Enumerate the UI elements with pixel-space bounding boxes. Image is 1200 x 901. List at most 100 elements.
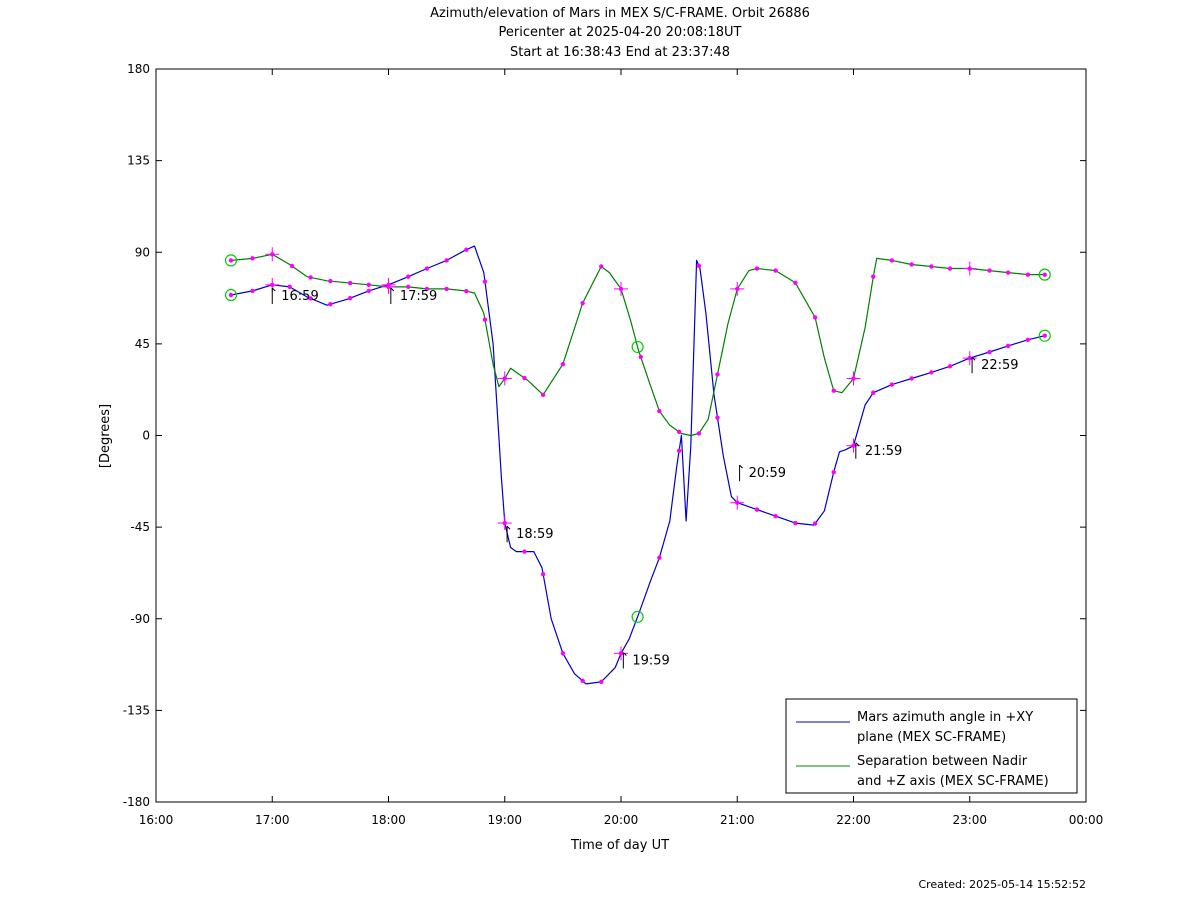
y-tick-label: 90	[135, 245, 150, 259]
separation-hour-cross	[381, 279, 396, 294]
annotation-layer: 16:59 17:59 18:59 19:59 20:59 21:59 22:59	[271, 287, 1019, 669]
separation-dot-marker	[947, 266, 953, 271]
azimuth-dot-marker	[464, 247, 469, 252]
azimuth-dot-marker	[580, 678, 585, 684]
separation-dot-marker	[1005, 270, 1011, 275]
separation-dot-marker	[715, 372, 720, 377]
azimuth-event-circle	[224, 288, 238, 302]
azimuth-dot-marker	[1005, 343, 1011, 349]
x-tick-label: 00:00	[1069, 813, 1104, 827]
time-annotation-label: 22:59	[981, 358, 1018, 373]
x-tick-label: 21:00	[720, 813, 755, 827]
separation-dot-marker	[599, 264, 604, 269]
azimuth-dot-marker	[366, 288, 371, 294]
y-tick-label: 180	[127, 62, 150, 76]
separation-hour-cross	[614, 281, 628, 296]
x-tick-label: 20:00	[604, 813, 639, 827]
separation-dot-marker	[889, 258, 895, 263]
separation-dot-marker	[812, 315, 818, 320]
azimuth-dot-marker	[676, 448, 682, 453]
azimuth-dot-marker	[909, 376, 914, 381]
separation-dot-marker	[638, 354, 643, 360]
azimuth-dot-marker	[929, 370, 934, 375]
time-annotation: 20:59	[739, 464, 786, 482]
legend-azimuth-line1: Mars azimuth angle in +XY	[857, 710, 1033, 725]
legend-separation-line2: and +Z axis (MEX SC-FRAME)	[857, 774, 1049, 789]
azimuth-hour-cross	[730, 495, 745, 510]
azimuth-dot-marker	[599, 679, 604, 685]
x-tick-label: 16:00	[139, 813, 174, 827]
x-tick-label: 19:00	[487, 813, 522, 827]
y-tick-label: 135	[127, 154, 150, 168]
separation-dot-marker	[987, 268, 992, 273]
legend-separation-line1: Separation between Nadir	[857, 754, 1028, 769]
created-timestamp: Created: 2025-05-14 15:52:52	[918, 878, 1086, 891]
time-annotation-label: 18:59	[516, 527, 553, 542]
azimuth-hour-cross	[962, 351, 977, 366]
azimuth-dot-marker	[812, 521, 818, 526]
separation-dot-marker	[580, 300, 585, 306]
time-annotation-label: 20:59	[749, 466, 786, 481]
separation-dot-marker	[696, 431, 702, 436]
series-line-azimuth	[230, 245, 1045, 685]
separation-hour-cross	[497, 371, 512, 386]
separation-dot-marker	[482, 317, 488, 322]
x-tick-label: 23:00	[952, 813, 987, 827]
azimuth-dot-marker	[987, 349, 992, 355]
separation-dot-marker	[909, 262, 914, 267]
azimuth-dot-marker	[444, 258, 449, 263]
separation-hour-cross	[962, 261, 977, 276]
chart-subtitle-start-end: Start at 16:38:43 End at 23:37:48	[510, 45, 730, 60]
azimuth-dot-marker	[754, 507, 760, 512]
separation-dot-marker	[522, 375, 527, 381]
y-tick-label: -90	[130, 612, 150, 626]
chart-title: Azimuth/elevation of Mars in MEX S/C-FRA…	[430, 6, 810, 21]
time-annotation: 21:59	[855, 442, 902, 459]
azimuth-dot-marker	[889, 382, 895, 387]
azimuth-event-circle	[631, 610, 644, 623]
x-axis-label: Time of day UT	[570, 838, 669, 853]
separation-dot-marker	[464, 288, 469, 294]
axis-ticks: 16:00 17:00 18:00 19:00 20:00 21:00 22:00 23:00…	[123, 62, 1104, 827]
azimuth-dot-marker	[287, 284, 292, 290]
separation-hour-cross	[846, 371, 861, 386]
azimuth-dot-marker	[773, 513, 778, 519]
azimuth-dot-marker	[947, 364, 953, 369]
azimuth-dot-marker	[347, 295, 353, 301]
separation-dot-marker	[929, 264, 934, 269]
azimuth-dot-marker	[831, 469, 836, 475]
separation-dot-marker	[308, 275, 313, 280]
separation-dot-marker	[754, 266, 760, 271]
time-annotation: 16:59	[271, 287, 319, 305]
legend-box	[785, 698, 1078, 794]
azimuth-dot-marker	[715, 415, 720, 420]
separation-dot-marker	[289, 263, 295, 269]
legend-azimuth-line2: plane (MEX SC-FRAME)	[857, 730, 1006, 745]
separation-dot-marker	[228, 258, 234, 263]
azimuth-dot-marker	[228, 292, 234, 298]
separation-dot-marker	[250, 256, 255, 261]
y-tick-label: -135	[123, 703, 150, 717]
separation-dot-marker	[540, 392, 546, 397]
azimuth-dot-marker	[522, 549, 527, 554]
azimuth-dot-marker	[406, 274, 411, 279]
separation-event-circle	[1038, 268, 1051, 281]
separation-dot-marker	[871, 274, 876, 279]
y-tick-label: -180	[123, 795, 150, 809]
azimuth-dot-marker	[871, 390, 876, 395]
separation-dot-marker	[366, 282, 371, 288]
separation-event-circle	[631, 340, 644, 354]
azimuth-dot-marker	[308, 296, 313, 301]
separation-dot-marker	[406, 284, 411, 290]
time-annotation: 18:59	[506, 525, 554, 543]
x-tick-label: 18:00	[371, 813, 406, 827]
azimuth-dot-marker	[424, 266, 430, 271]
time-annotation: 19:59	[622, 652, 670, 669]
separation-dot-marker	[657, 408, 662, 414]
time-annotation-label: 21:59	[865, 444, 902, 459]
azimuth-dot-marker	[540, 572, 546, 577]
separation-hour-cross	[730, 281, 745, 296]
time-annotation: 22:59	[971, 356, 1019, 374]
separation-hour-cross	[265, 247, 280, 262]
marker-layer	[224, 247, 1051, 685]
